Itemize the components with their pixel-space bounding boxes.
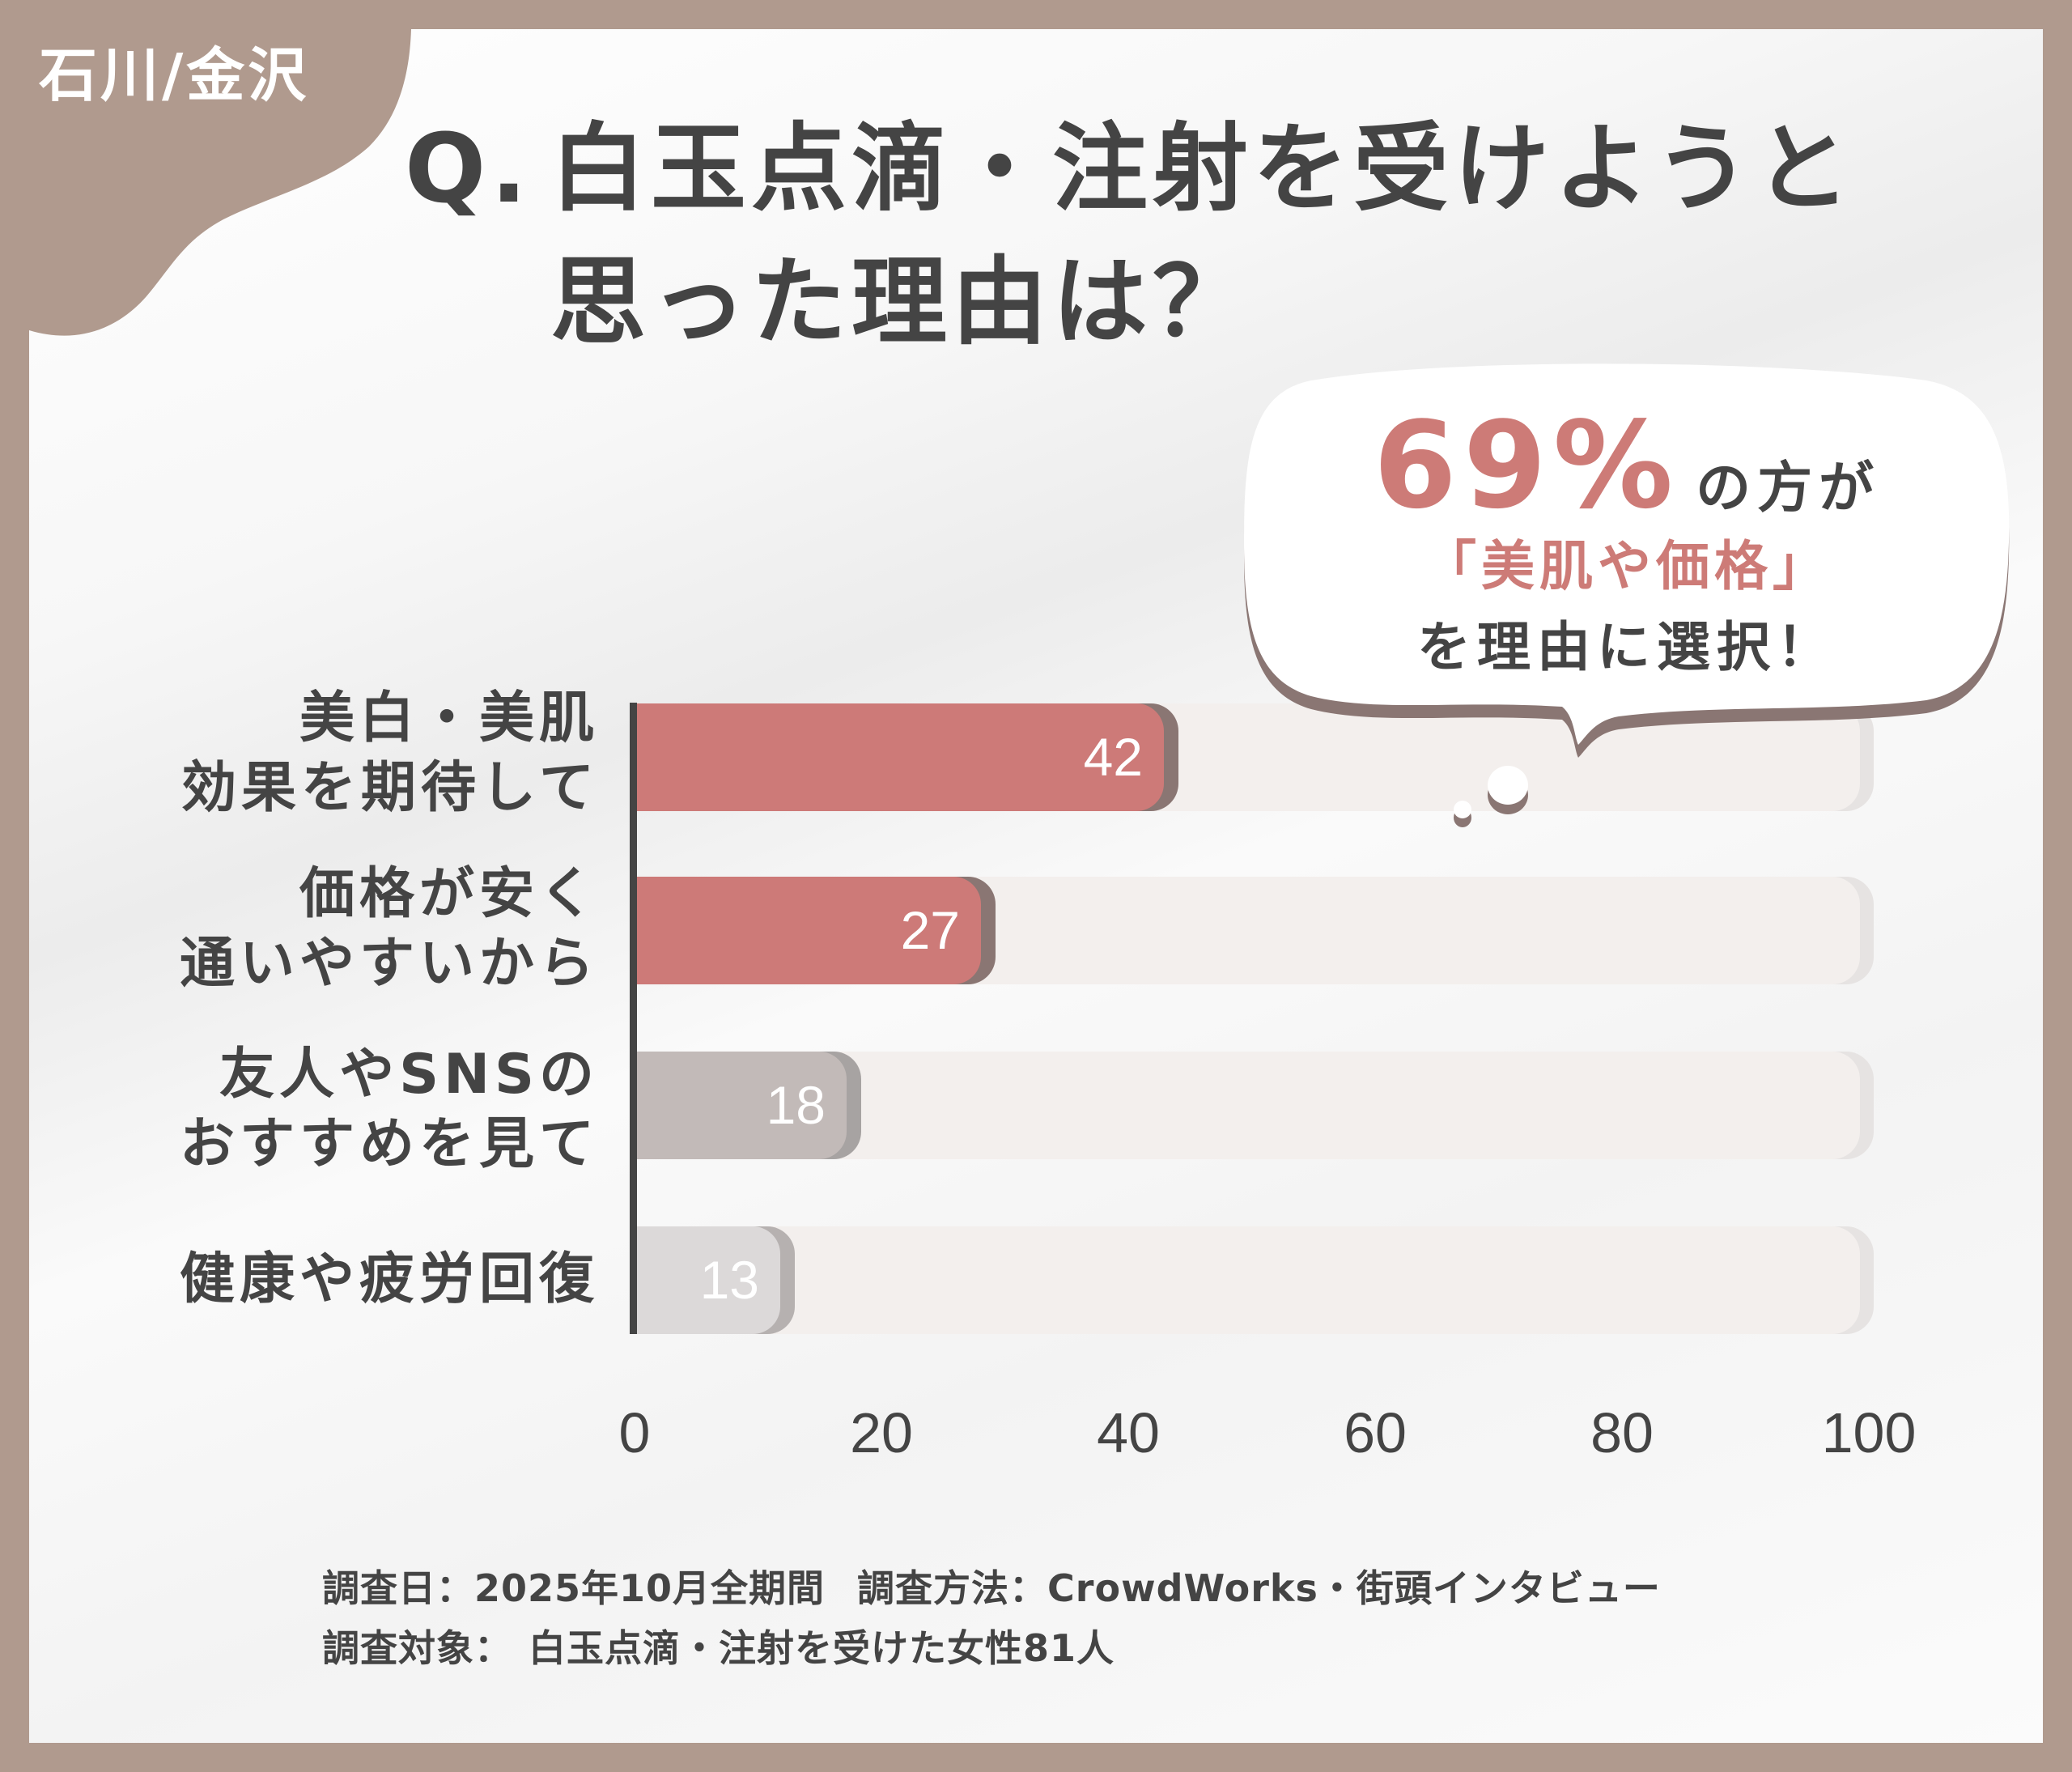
x-tick: 80 — [1590, 1401, 1654, 1464]
x-tick: 0 — [618, 1401, 651, 1464]
bar-value: 13 — [699, 1250, 759, 1310]
bar-track — [635, 1226, 1860, 1334]
question-prefix: Q. — [405, 113, 533, 224]
bar-beauty: 42 — [635, 703, 1164, 811]
category-label-line: 美白・美肌 — [299, 686, 599, 750]
bar-health: 13 — [635, 1226, 780, 1334]
y-axis-line — [630, 703, 637, 1334]
survey-target-value: 白玉点滴・注射を受けた女性81人 — [529, 1626, 1115, 1670]
callout-closing: を理由に選択！ — [1417, 616, 1836, 678]
survey-target-label: 調査対象： — [322, 1626, 512, 1670]
survey-footnote: 調査日：2025年10月全期間 調査方法：CrowdWorks・街頭インタビュー … — [322, 1558, 1661, 1678]
category-label-line: 効果を期待して — [181, 756, 599, 820]
survey-date-value: 2025年10月全期間 — [474, 1566, 826, 1610]
callout-highlight: 「美肌や価格」 — [1423, 535, 1831, 597]
corner-decoration — [29, 29, 411, 336]
region-label: 石川/金沢 — [39, 41, 310, 109]
speech-bubble — [1244, 363, 2010, 758]
category-label: 美白・美肌 効果を期待して — [181, 684, 599, 823]
title-line-2: 思った理由は？ — [550, 246, 1254, 358]
x-tick: 20 — [850, 1401, 913, 1464]
x-tick: 40 — [1097, 1401, 1160, 1464]
category-label-line: 健康や疲労回復 — [179, 1247, 599, 1311]
category-label-line: 友人やSNSの — [219, 1043, 599, 1107]
bar-value: 18 — [766, 1075, 826, 1135]
callout-percent-suffix: の方が — [1696, 457, 1881, 521]
callout-text: 69% の方が 「美肌や価格」 を理由に選択！ — [1246, 405, 2007, 688]
bar-friends-sns: 18 — [635, 1052, 847, 1159]
category-label-line: 価格が安く — [299, 862, 599, 926]
category-label: 価格が安く 通いやすいから — [180, 860, 599, 999]
category-label: 健康や疲労回復 — [180, 1245, 599, 1315]
title-line-1: 白玉点滴・注射を受けようと — [550, 113, 1856, 224]
x-tick: 100 — [1821, 1401, 1917, 1464]
bar-value: 27 — [900, 900, 960, 960]
bar-price: 27 — [635, 877, 981, 984]
callout-percent: 69% — [1373, 396, 1680, 535]
survey-method-label: 調査方法： — [857, 1566, 1048, 1610]
page-title: Q. 白玉点滴・注射を受けようと 思った理由は？ — [405, 102, 1855, 369]
category-label-line: 通いやすいから — [179, 932, 599, 996]
category-label: 友人やSNSの おすすめを見て — [180, 1040, 599, 1179]
survey-date-label: 調査日： — [322, 1566, 474, 1610]
category-label-line: おすすめを見て — [179, 1112, 599, 1176]
bar-value: 42 — [1083, 727, 1143, 787]
x-tick: 60 — [1344, 1401, 1407, 1464]
survey-method-value: CrowdWorks・街頭インタビュー — [1047, 1566, 1661, 1610]
